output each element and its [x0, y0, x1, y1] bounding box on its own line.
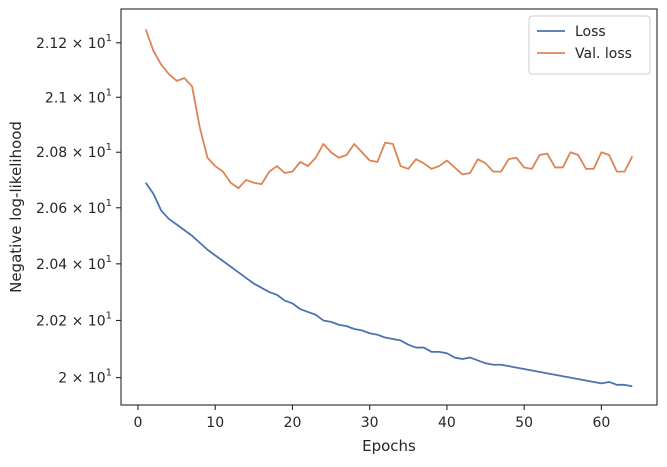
y-axis-label: Negative log-likelihood [7, 121, 25, 293]
y-tick-label: 2.04 × 101 [36, 254, 112, 273]
chart-legend: Loss Val. loss [528, 15, 651, 75]
x-tick-label: 60 [592, 415, 610, 431]
legend-label: Loss [575, 24, 606, 40]
y-tick-label: 2.1 × 101 [45, 87, 112, 106]
x-axis-label: Epochs [362, 437, 416, 455]
series-lines [144, 28, 634, 388]
x-tick-label: 20 [284, 415, 302, 431]
plot-frame [120, 8, 658, 406]
y-tick-label: 2.12 × 101 [36, 33, 112, 52]
x-tick-label: 0 [134, 415, 143, 431]
y-tick-label: 2 × 101 [58, 368, 112, 387]
legend-label: Val. loss [575, 46, 632, 62]
x-axis-ticks: 0 10 20 30 40 50 60 [134, 405, 610, 431]
y-tick-label: 2.06 × 101 [36, 198, 112, 217]
x-tick-label: 50 [515, 415, 533, 431]
x-tick-label: 30 [361, 415, 379, 431]
series-line [144, 182, 633, 388]
x-tick-label: 10 [206, 415, 224, 431]
y-axis-ticks: 2 × 101 2.02 × 101 2.04 × 101 2.06 × 101 2.0… [36, 33, 121, 387]
y-tick-label: 2.08 × 101 [36, 142, 112, 161]
series-line [144, 28, 634, 190]
y-tick-label: 2.02 × 101 [36, 310, 112, 329]
x-tick-label: 40 [438, 415, 456, 431]
